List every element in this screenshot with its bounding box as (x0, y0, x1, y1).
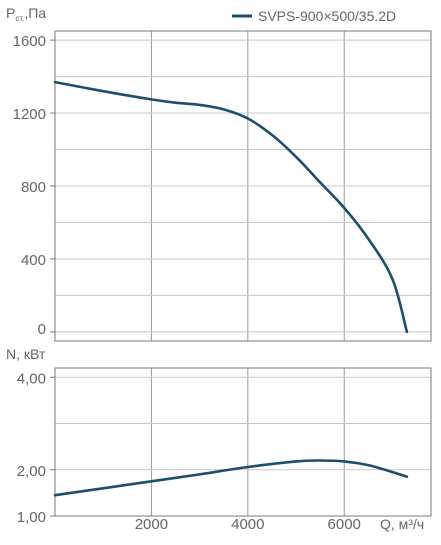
pressure-tick-label: 400 (21, 252, 46, 269)
pressure-chart: Pст.,Па 1600 1200 800 400 0 (6, 5, 432, 342)
pressure-tick-label: 0 (38, 321, 46, 338)
x-tick-label: 6000 (328, 516, 361, 533)
pressure-y-ticks: 1600 1200 800 400 0 (13, 33, 55, 338)
power-axis-label: N, кВт (6, 346, 46, 362)
pressure-plot-frame (54, 30, 432, 342)
legend-label: SVPS-900×500/35.2D (258, 8, 396, 24)
power-tick-label: 2,00 (17, 463, 46, 480)
pressure-axis-label-unit: ,Па (24, 5, 46, 21)
power-tick-label: 1,00 (17, 509, 46, 526)
power-grid (55, 368, 431, 517)
pressure-axis-label-sub: ст. (15, 14, 24, 23)
power-plot-frame (54, 367, 432, 517)
x-tick-label: 4000 (231, 516, 264, 533)
power-curve (53, 459, 409, 497)
pressure-tick-label: 1200 (13, 106, 46, 123)
pressure-axis-label: Pст.,Па (6, 5, 46, 23)
legend[interactable]: SVPS-900×500/35.2D (232, 8, 396, 24)
power-chart: N, кВт 4,00 2,00 1,00 2000 4000 6000 Q, м³/ч (6, 346, 432, 533)
x-tick-label: 2000 (135, 516, 168, 533)
pressure-tick-label: 1600 (13, 33, 46, 50)
pressure-curve (53, 80, 409, 334)
pressure-axis-label-main: P (6, 5, 15, 21)
power-tick-label: 4,00 (17, 370, 46, 387)
x-ticks: 2000 4000 6000 (135, 516, 361, 533)
pressure-grid (55, 31, 431, 341)
pressure-tick-label: 800 (21, 179, 46, 196)
x-axis-label: Q, м³/ч (380, 516, 424, 532)
power-y-ticks: 4,00 2,00 1,00 (17, 370, 55, 526)
